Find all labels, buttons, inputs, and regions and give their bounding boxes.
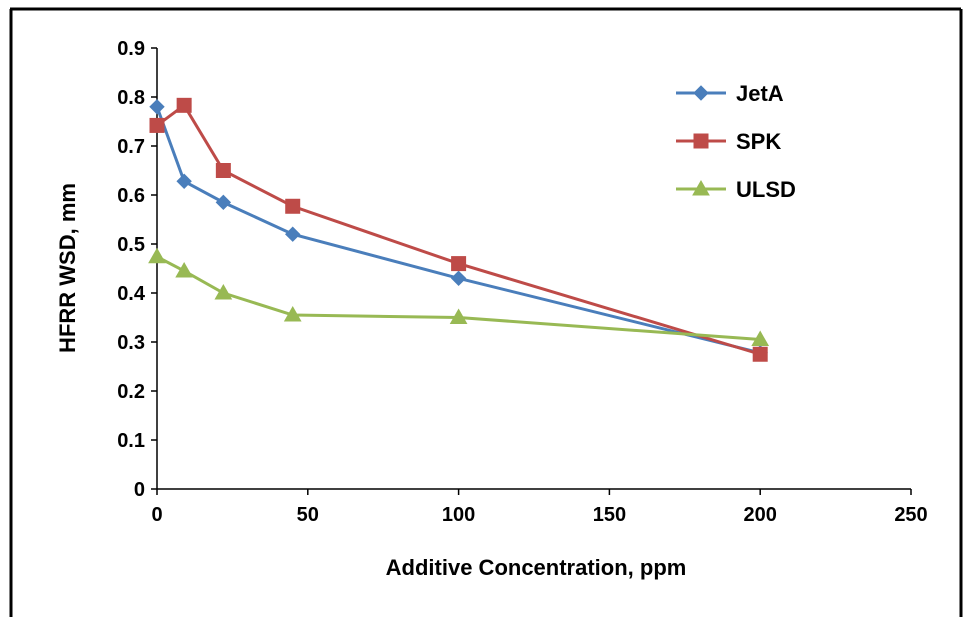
legend-item-ulsd: ULSD	[676, 177, 796, 202]
x-tick-label: 50	[297, 504, 319, 526]
data-point-spk	[752, 346, 768, 362]
legend-marker-jeta	[693, 85, 709, 101]
y-tick-label: 0.5	[117, 234, 145, 256]
x-axis-ticks: 0 50 100 150 200 250	[151, 489, 928, 526]
data-point-spk	[451, 256, 467, 272]
y-tick-label: 0.8	[117, 87, 145, 109]
y-tick-label: 0.1	[117, 430, 145, 452]
data-point-spk	[176, 97, 192, 113]
legend-item-jeta: JetA	[676, 81, 784, 106]
series-line-jeta	[155, 106, 761, 355]
y-tick-label: 0.6	[117, 185, 145, 207]
series-ulsd	[148, 247, 770, 347]
legend-marker-ulsd	[692, 179, 710, 196]
data-point-jeta	[215, 194, 232, 211]
y-tick-label: 0.3	[117, 332, 145, 354]
series-layer	[148, 97, 770, 362]
x-tick-label: 250	[894, 504, 927, 526]
y-tick-label: 0.2	[117, 381, 145, 403]
series-line-ulsd	[156, 255, 761, 342]
legend-item-spk: SPK	[676, 129, 781, 154]
y-axis-title: HFRR WSD, mm	[55, 183, 80, 353]
series-jeta	[149, 99, 768, 361]
data-point-jeta	[149, 99, 165, 115]
data-point-ulsd	[751, 330, 770, 347]
data-point-ulsd	[214, 283, 233, 300]
data-point-jeta	[176, 173, 192, 189]
y-tick-label: 0.4	[117, 283, 146, 305]
data-point-ulsd	[175, 261, 194, 278]
x-tick-label: 0	[151, 504, 162, 526]
y-tick-label: 0.7	[117, 136, 145, 158]
x-tick-label: 150	[593, 504, 626, 526]
x-tick-label: 100	[442, 504, 475, 526]
x-tick-label: 200	[744, 504, 777, 526]
series-spk	[149, 97, 768, 362]
x-axis-title: Additive Concentration, ppm	[386, 555, 687, 580]
legend-label-jeta: JetA	[736, 81, 784, 106]
data-point-spk	[215, 163, 231, 178]
data-point-ulsd	[449, 308, 468, 324]
data-point-ulsd	[148, 247, 166, 264]
y-tick-label: 0	[134, 479, 145, 501]
data-point-spk	[149, 117, 165, 133]
legend-marker-spk	[693, 133, 709, 149]
y-tick-label: 0.9	[117, 38, 145, 60]
legend: JetA SPK ULSD	[676, 81, 796, 202]
data-point-ulsd	[283, 306, 302, 322]
legend-label-ulsd: ULSD	[736, 177, 796, 202]
y-axis-ticks: 0 0.1 0.2 0.3 0.4 0.5 0.6 0.7 0.8 0.9	[117, 38, 157, 501]
data-point-jeta	[285, 226, 301, 242]
data-point-spk	[285, 198, 301, 214]
legend-label-spk: SPK	[736, 129, 781, 154]
data-point-jeta	[450, 270, 467, 287]
